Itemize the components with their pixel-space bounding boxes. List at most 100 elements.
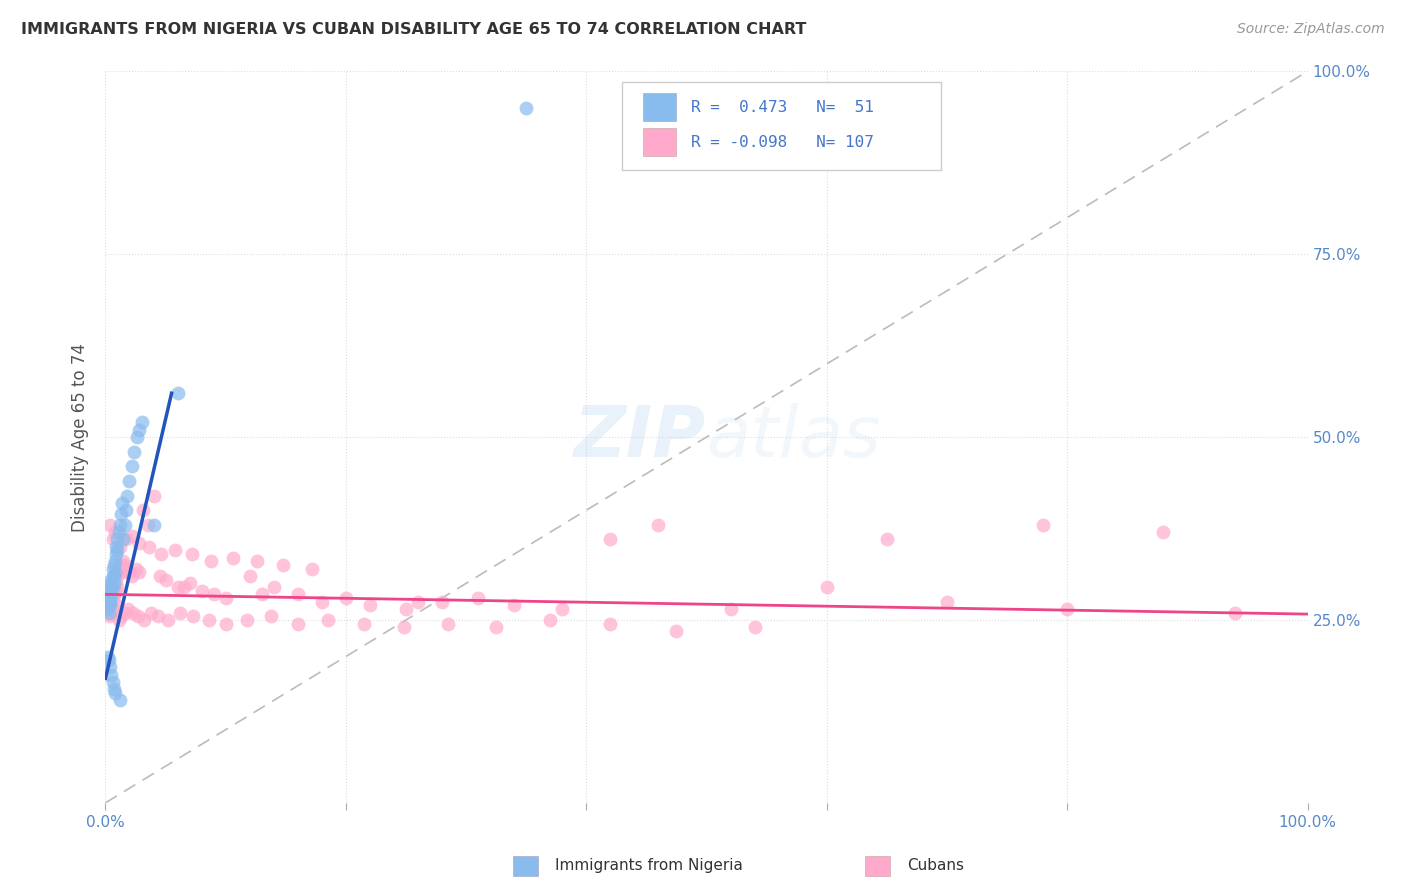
- Point: [98, 517, 121, 532]
- Bar: [643, 128, 676, 156]
- Point: [538, 613, 561, 627]
- Point: [110, 507, 132, 521]
- Text: R =  0.473   N=  51: R = 0.473 N= 51: [690, 100, 873, 115]
- FancyBboxPatch shape: [623, 82, 941, 170]
- Point: [287, 587, 309, 601]
- Point: [179, 576, 201, 591]
- Point: [105, 547, 128, 561]
- Point: [98, 587, 121, 601]
- Point: [97, 594, 120, 608]
- Point: [105, 583, 128, 598]
- Point: [118, 474, 141, 488]
- Point: [1056, 602, 1078, 616]
- Point: [100, 573, 122, 587]
- Point: [744, 620, 766, 634]
- Point: [104, 554, 127, 568]
- Point: [98, 594, 121, 608]
- Point: [138, 540, 160, 554]
- Point: [112, 533, 135, 547]
- Point: [112, 554, 135, 568]
- Point: [103, 587, 125, 601]
- Point: [1225, 606, 1247, 620]
- Point: [124, 562, 146, 576]
- Point: [101, 580, 124, 594]
- Point: [128, 423, 150, 437]
- Point: [222, 550, 245, 565]
- Point: [173, 580, 195, 594]
- Point: [104, 525, 127, 540]
- Point: [142, 517, 165, 532]
- Point: [104, 686, 127, 700]
- Point: [359, 599, 381, 613]
- Point: [165, 543, 187, 558]
- Point: [105, 576, 128, 591]
- Point: [815, 580, 838, 594]
- Point: [131, 416, 153, 430]
- Point: [190, 583, 212, 598]
- Point: [437, 616, 460, 631]
- Point: [96, 602, 118, 616]
- Point: [121, 459, 143, 474]
- Point: [392, 620, 415, 634]
- Text: Immigrants from Nigeria: Immigrants from Nigeria: [555, 858, 744, 872]
- Point: [551, 602, 574, 616]
- Point: [395, 602, 418, 616]
- Text: R = -0.098   N= 107: R = -0.098 N= 107: [690, 135, 873, 150]
- Point: [200, 554, 222, 568]
- Point: [139, 606, 162, 620]
- Point: [118, 566, 141, 580]
- Point: [98, 583, 121, 598]
- Point: [111, 496, 134, 510]
- Point: [110, 558, 132, 573]
- Point: [236, 613, 259, 627]
- Point: [263, 580, 285, 594]
- Text: ZIP: ZIP: [574, 402, 707, 472]
- Point: [720, 602, 742, 616]
- Point: [101, 576, 124, 591]
- Point: [98, 591, 121, 605]
- Point: [101, 591, 124, 605]
- Point: [876, 533, 898, 547]
- Text: Cubans: Cubans: [907, 858, 965, 872]
- Point: [114, 517, 136, 532]
- Point: [132, 503, 155, 517]
- Point: [115, 503, 138, 517]
- Point: [98, 660, 121, 674]
- Point: [111, 566, 134, 580]
- Point: [105, 599, 128, 613]
- Point: [108, 562, 131, 576]
- Point: [100, 606, 122, 620]
- Point: [467, 591, 489, 605]
- Point: [239, 569, 262, 583]
- Point: [515, 101, 537, 115]
- Point: [115, 533, 138, 547]
- Point: [115, 562, 138, 576]
- Point: [485, 620, 508, 634]
- Point: [136, 517, 159, 532]
- Point: [273, 558, 295, 573]
- Point: [132, 613, 155, 627]
- Point: [202, 587, 225, 601]
- Point: [108, 517, 131, 532]
- Point: [98, 653, 121, 667]
- Point: [107, 580, 129, 594]
- Point: [100, 587, 122, 601]
- Point: [107, 543, 129, 558]
- Point: [110, 609, 132, 624]
- Point: [98, 606, 121, 620]
- Point: [97, 594, 120, 608]
- Point: [114, 558, 136, 573]
- Point: [103, 576, 125, 591]
- Point: [142, 489, 165, 503]
- Point: [406, 594, 429, 608]
- Point: [181, 547, 204, 561]
- Point: [148, 569, 170, 583]
- Point: [250, 587, 273, 601]
- Point: [128, 566, 150, 580]
- Point: [103, 558, 125, 573]
- Point: [104, 569, 127, 583]
- Point: [107, 566, 129, 580]
- Point: [1032, 517, 1054, 532]
- Point: [214, 616, 236, 631]
- Point: [103, 580, 125, 594]
